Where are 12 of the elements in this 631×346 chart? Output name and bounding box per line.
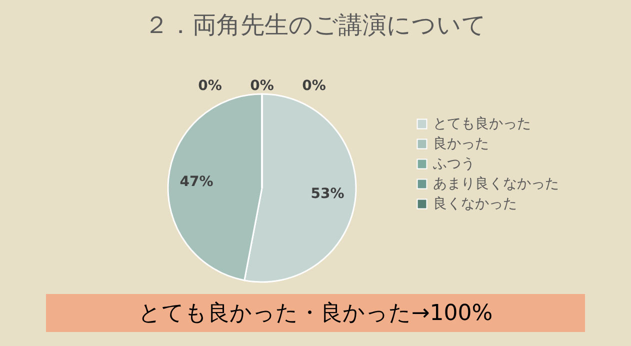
text: 0% [250, 78, 274, 94]
legend-label: 良くなかった [433, 196, 517, 212]
legend-label: ふつう [432, 156, 475, 172]
text: 0% [302, 78, 326, 94]
text: 0% [198, 78, 222, 94]
legend-label: 良かった [433, 136, 489, 152]
text: とても良かった・良かった→100% [138, 301, 493, 326]
legend-label: あまり良くなかった [433, 176, 559, 192]
data-label: 53% [310, 186, 344, 202]
legend-label: とても良かった [433, 116, 531, 132]
data-label: 47% [180, 174, 214, 190]
chart-title: ２．両角先生のご講演について [144, 11, 486, 39]
